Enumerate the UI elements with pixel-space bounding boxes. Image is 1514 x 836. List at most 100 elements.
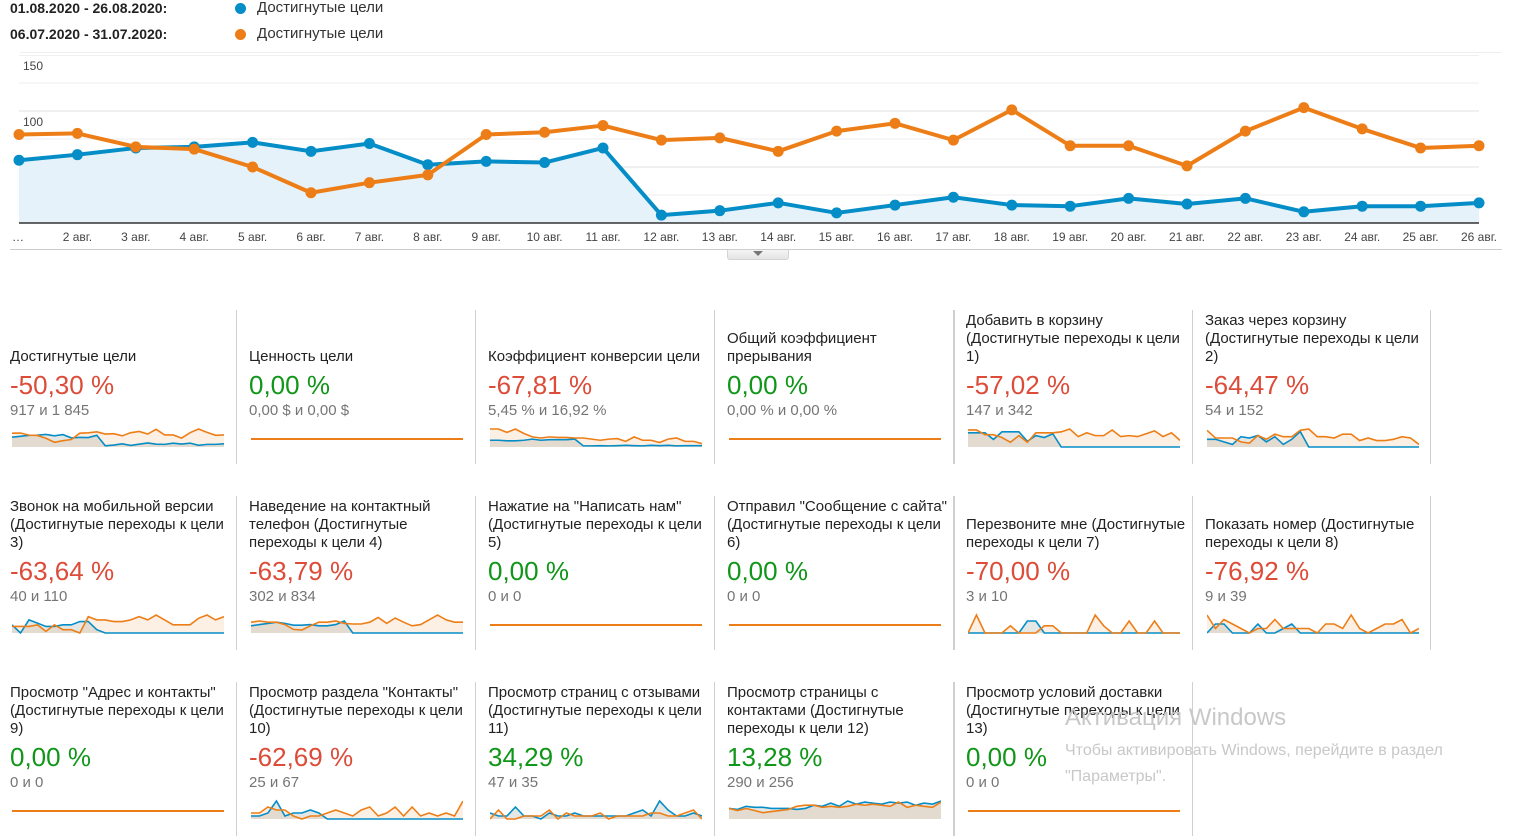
data-point[interactable] <box>1298 206 1310 218</box>
data-point[interactable] <box>363 137 375 149</box>
data-point[interactable] <box>247 161 259 173</box>
data-point[interactable] <box>71 149 83 161</box>
data-point[interactable] <box>1181 198 1193 210</box>
scorecard-divider <box>236 496 237 650</box>
sparkline-previous-period <box>968 613 1180 634</box>
x-tick-label: 9 авг. <box>472 230 501 244</box>
data-point[interactable] <box>772 197 784 209</box>
data-point[interactable] <box>422 169 434 181</box>
data-point[interactable] <box>1239 192 1251 204</box>
data-point[interactable] <box>1181 160 1193 172</box>
data-point[interactable] <box>71 127 83 139</box>
scorecard-title: Отправил "Сообщение с сайта" (Достигнуты… <box>727 498 947 551</box>
data-point[interactable] <box>13 129 25 141</box>
data-point[interactable] <box>1298 102 1310 114</box>
data-point[interactable] <box>188 143 200 155</box>
data-point[interactable] <box>130 141 142 153</box>
scorecard-divider <box>1430 310 1431 464</box>
scorecard-change-percent: 0,00 % <box>10 742 91 772</box>
sparkline-previous-period <box>12 428 224 444</box>
data-point[interactable] <box>1123 192 1135 204</box>
data-point[interactable] <box>947 191 959 203</box>
sparkline-previous-period <box>490 808 702 820</box>
data-point[interactable] <box>889 199 901 211</box>
data-point[interactable] <box>1064 140 1076 152</box>
data-point[interactable] <box>13 154 25 166</box>
scorecard-comparison-values: 5,45 % и 16,92 % <box>488 402 607 419</box>
data-point[interactable] <box>655 134 667 146</box>
scorecard-divider <box>475 496 476 650</box>
scorecard-change-percent: 0,00 % <box>488 556 569 586</box>
data-point[interactable] <box>1356 123 1368 135</box>
scorecard-title: Просмотр условий доставки (Достигнутые п… <box>966 684 1180 737</box>
scorecard-comparison-values: 9 и 39 <box>1205 588 1247 605</box>
data-point[interactable] <box>305 145 317 157</box>
data-point[interactable] <box>714 132 726 144</box>
data-point[interactable] <box>539 157 551 169</box>
data-point[interactable] <box>480 129 492 141</box>
data-point[interactable] <box>1006 199 1018 211</box>
sparkline-area <box>12 615 224 633</box>
sparkline-current-period <box>1207 430 1419 448</box>
scorecard-sparkline <box>729 438 941 440</box>
scorecard-sparkline <box>251 438 463 440</box>
data-point[interactable] <box>1064 200 1076 212</box>
scorecard-divider <box>953 496 954 650</box>
data-point[interactable] <box>247 136 259 148</box>
scorecard-change-percent: 13,28 % <box>727 742 823 772</box>
data-point[interactable] <box>597 120 609 132</box>
scorecard-change-percent: -62,69 % <box>249 742 354 772</box>
scorecard-sparkline <box>490 799 702 820</box>
sparkline-previous-period <box>968 428 1180 444</box>
sparkline-area <box>251 801 463 819</box>
data-point[interactable] <box>597 142 609 154</box>
data-point[interactable] <box>947 134 959 146</box>
data-point[interactable] <box>772 145 784 157</box>
data-point[interactable] <box>831 207 843 219</box>
data-point[interactable] <box>1239 125 1251 137</box>
x-tick-label: 17 авг. <box>935 230 971 244</box>
x-tick-label: 6 авг. <box>296 230 325 244</box>
sparkline-current-period <box>251 620 463 634</box>
scorecard-sparkline <box>729 624 941 626</box>
scorecard-change-percent: 0,00 % <box>966 742 1047 772</box>
sparkline-current-period <box>12 618 224 634</box>
scorecard-comparison-values: 47 и 35 <box>488 774 539 791</box>
data-point[interactable] <box>889 117 901 129</box>
data-point[interactable] <box>1006 104 1018 116</box>
scorecard-sparkline <box>968 428 1180 448</box>
scorecard-sparkline <box>251 799 463 820</box>
data-point[interactable] <box>539 126 551 138</box>
scorecard-comparison-values: 0 и 0 <box>966 774 1000 791</box>
data-point[interactable] <box>1356 200 1368 212</box>
chart-bottom-divider <box>10 249 1502 250</box>
data-point[interactable] <box>422 159 434 171</box>
series-area <box>19 142 1479 223</box>
data-point[interactable] <box>305 187 317 199</box>
windows-activation-title: Активация Windows <box>1065 704 1287 731</box>
legend-date-range: 01.08.2020 - 26.08.2020: <box>10 0 168 16</box>
scorecard-divider <box>954 496 955 650</box>
data-point[interactable] <box>1123 140 1135 152</box>
data-point[interactable] <box>1473 140 1485 152</box>
data-point[interactable] <box>1415 200 1427 212</box>
scorecard-change-percent: -64,47 % <box>1205 370 1310 400</box>
scorecard-sparkline <box>12 614 224 634</box>
data-point[interactable] <box>831 125 843 137</box>
data-point[interactable] <box>480 155 492 167</box>
data-point[interactable] <box>655 209 667 221</box>
scorecard-divider <box>954 682 955 836</box>
x-tick-label: 5 авг. <box>238 230 267 244</box>
scorecard-comparison-values: 40 и 110 <box>10 588 68 605</box>
data-point[interactable] <box>1415 142 1427 154</box>
legend-dot-icon <box>235 3 246 14</box>
collapse-chart-button[interactable] <box>727 250 789 260</box>
data-point[interactable] <box>363 177 375 189</box>
main-line-chart[interactable]: 50100150…2 авг.3 авг.4 авг.5 авг.6 авг.7… <box>0 55 1514 250</box>
data-point[interactable] <box>1473 197 1485 209</box>
scorecard-comparison-values: 0,00 $ и 0,00 $ <box>249 402 350 419</box>
x-tick-label: 19 авг. <box>1052 230 1088 244</box>
legend-dot-icon <box>235 29 246 40</box>
data-point[interactable] <box>714 205 726 217</box>
sparkline-area <box>1207 429 1419 447</box>
